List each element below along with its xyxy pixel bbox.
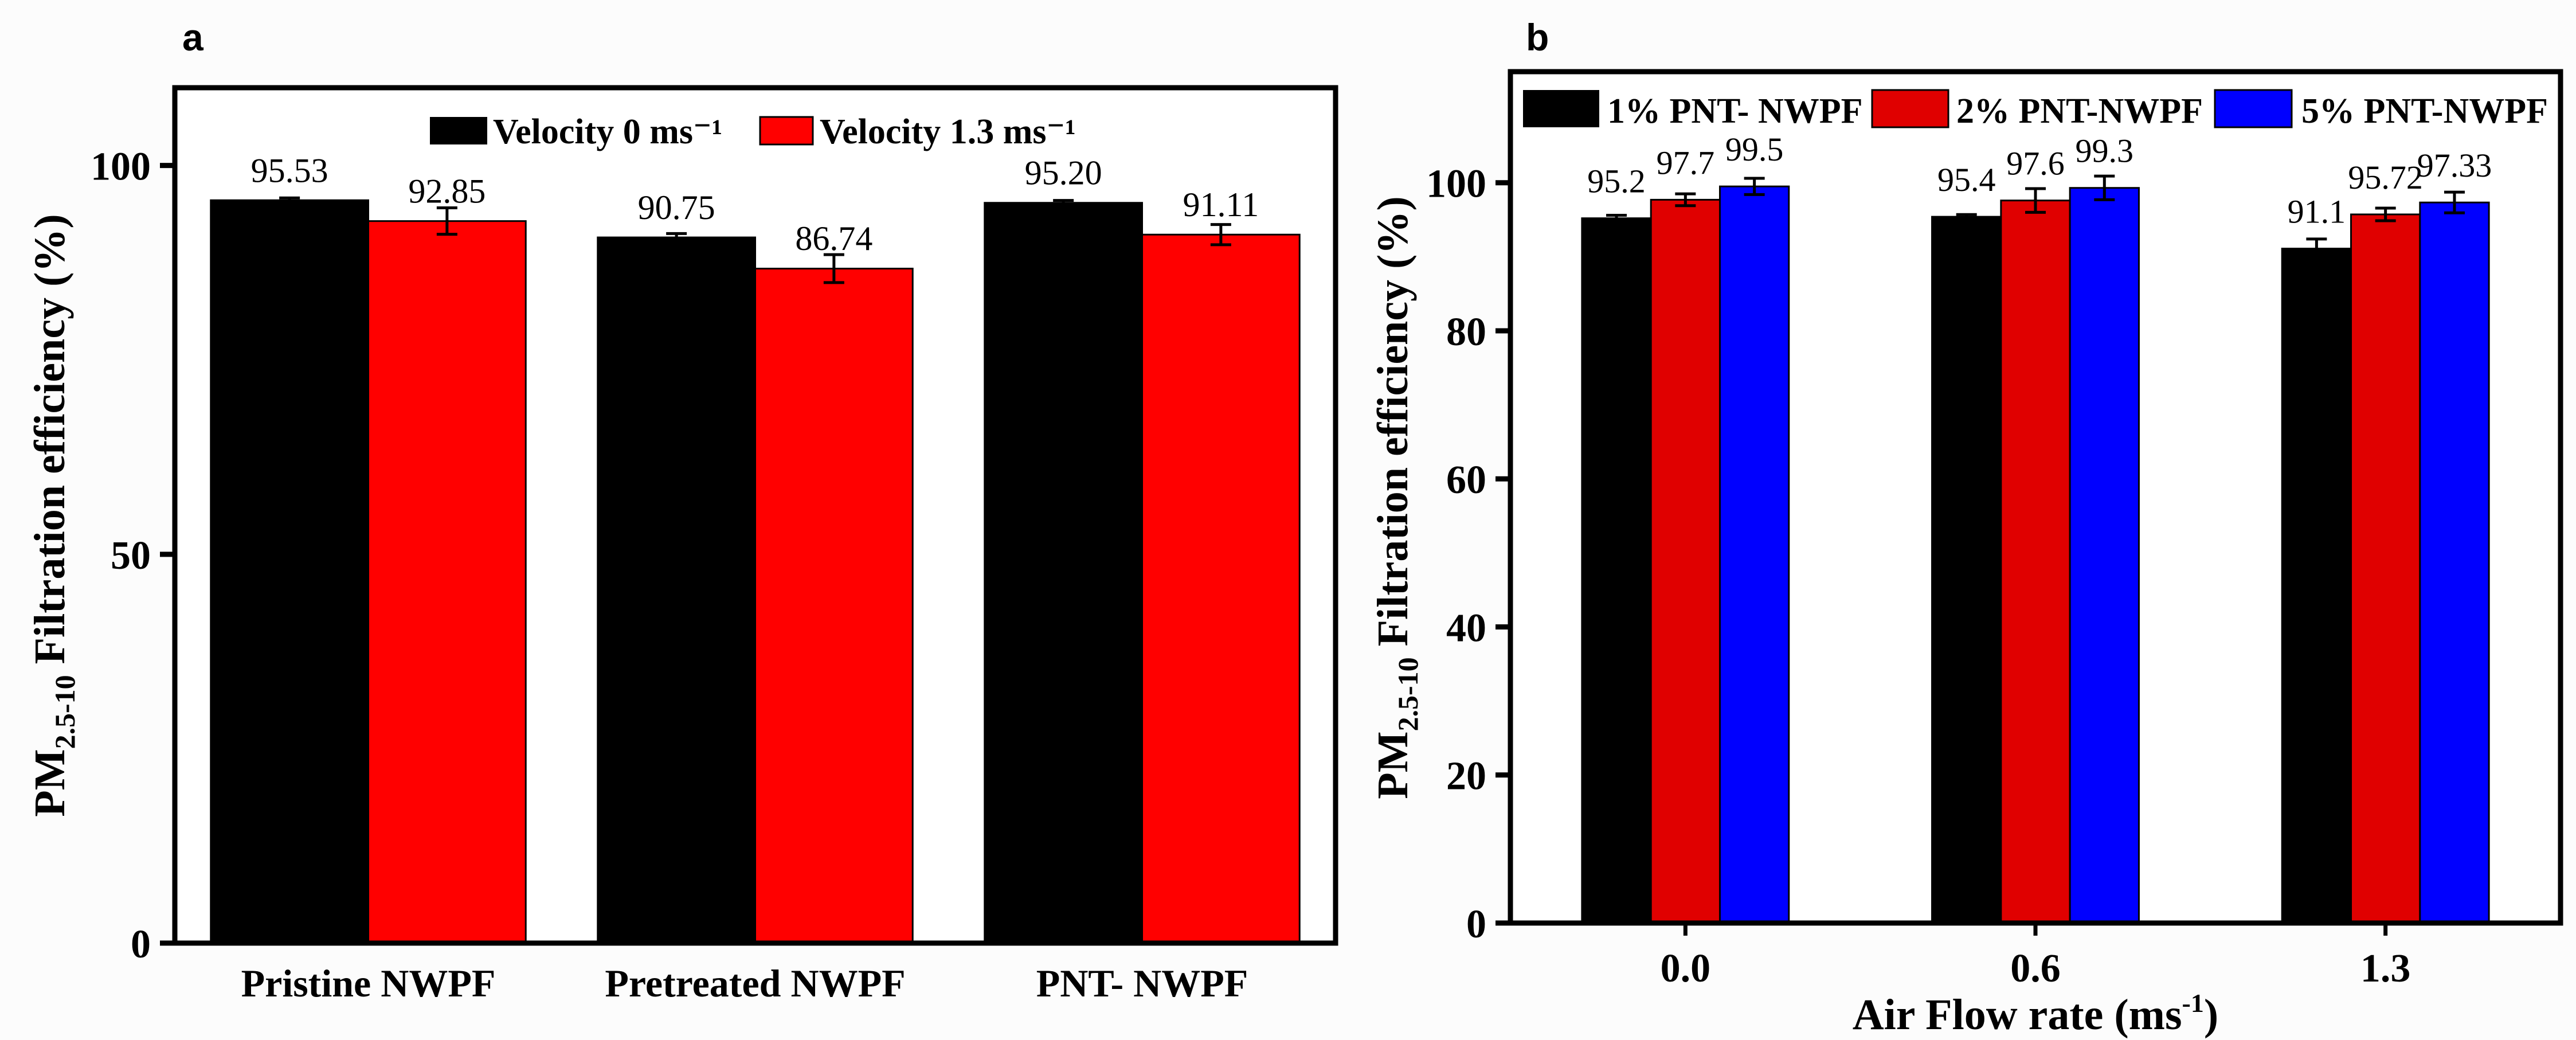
bars-a: 95.53 92.85 90.75 86.74 95.20 91.11 — [210, 151, 1301, 944]
data-label-a-1-1: 86.74 — [795, 220, 872, 257]
bar-b-2-0 — [2281, 248, 2352, 924]
x-tick-label-b-1: 0.6 — [2010, 947, 2061, 991]
legend-swatch-a-0 — [430, 117, 487, 144]
data-label-b-1-1: 97.6 — [2006, 145, 2065, 182]
data-label-b-1-0: 95.4 — [1937, 161, 1996, 198]
y-tick-label-a-1: 50 — [111, 534, 151, 578]
bar-b-1-2 — [2069, 187, 2140, 924]
data-label-b-0-0: 95.2 — [1587, 163, 1646, 200]
bar-a-1-0 — [597, 236, 757, 944]
legend-label-b-0: 1% PNT- NWPF — [1607, 92, 1862, 131]
bar-b-2-1 — [2350, 213, 2421, 924]
data-label-a-0-0: 95.53 — [251, 151, 328, 189]
legend-label-a-0: Velocity 0 ms⁻¹ — [493, 112, 722, 151]
x-tick-label-a-1: Pretreated NWPF — [605, 961, 905, 1005]
data-label-b-2-2: 97.33 — [2417, 147, 2492, 184]
data-label-b-0-1: 97.7 — [1657, 144, 1715, 181]
x-tick-label-a-2: PNT- NWPF — [1036, 961, 1248, 1005]
legend-swatch-b-2 — [2214, 89, 2293, 128]
panel-a-chart: 95.53 92.85 90.75 86.74 95.20 91.11 Pristine … — [26, 85, 1338, 1005]
legend-swatch-a-1 — [759, 116, 814, 146]
plot-frame-a — [172, 85, 1338, 946]
y-tick-label-a-2: 100 — [91, 145, 151, 189]
y-tick-label-b-1: 20 — [1446, 754, 1486, 799]
y-axis-title-b: PM2.5-10 Filtration efficiency (%) — [1369, 196, 1424, 799]
legend-swatch-b-1 — [1871, 89, 1949, 128]
y-axis-title-a: PM2.5-10 Filtration efficiency (%) — [26, 214, 81, 816]
bar-a-2-1 — [1141, 233, 1301, 944]
axes-a: Pristine NWPF Pretreated NWPF PNT- NWPF 0 50… — [91, 145, 1248, 1005]
y-tick-label-b-5: 100 — [1426, 162, 1486, 206]
x-tick-label-b-0: 0.0 — [1661, 947, 1711, 991]
y-tick-label-a-0: 0 — [131, 922, 151, 967]
data-label-b-0-2: 99.5 — [1725, 131, 1784, 168]
legend-label-a-1: Velocity 1.3 ms⁻¹ — [820, 112, 1076, 151]
legend-b: 1% PNT- NWPF 2% PNT-NWPF 5% PNT-NWPF — [1523, 89, 2548, 131]
bar-a-0-1 — [367, 220, 527, 944]
data-label-b-2-1: 95.72 — [2348, 159, 2423, 196]
x-tick-label-a-0: Pristine NWPF — [241, 961, 496, 1005]
bar-b-0-2 — [1718, 185, 1790, 924]
legend-swatch-b-0 — [1523, 90, 1599, 127]
legend-label-b-2: 5% PNT-NWPF — [2301, 92, 2548, 131]
y-tick-label-b-0: 0 — [1466, 902, 1486, 947]
bar-b-0-0 — [1581, 217, 1652, 924]
bar-b-1-1 — [2000, 200, 2071, 924]
data-label-b-1-2: 99.3 — [2076, 132, 2134, 170]
y-tick-label-b-4: 80 — [1446, 310, 1486, 354]
y-tick-label-b-3: 60 — [1446, 458, 1486, 502]
bar-b-1-0 — [1931, 216, 2002, 924]
data-label-b-2-0: 91.1 — [2288, 193, 2346, 230]
panel-label-a: a — [182, 16, 204, 58]
data-label-a-0-1: 92.85 — [408, 173, 486, 210]
data-label-a-2-0: 95.20 — [1025, 154, 1102, 192]
legend-a: Velocity 0 ms⁻¹ Velocity 1.3 ms⁻¹ — [430, 112, 1076, 151]
x-tick-label-b-2: 1.3 — [2360, 947, 2411, 991]
bar-a-2-0 — [984, 202, 1144, 944]
data-label-a-2-1: 91.11 — [1183, 186, 1259, 224]
bar-b-0-1 — [1650, 198, 1721, 924]
panel-label-b: b — [1526, 16, 1549, 58]
legend-label-b-1: 2% PNT-NWPF — [1956, 92, 2203, 131]
x-axis-title-b: Air Flow rate (ms-1) — [1853, 988, 2218, 1039]
data-label-a-1-0: 90.75 — [638, 189, 715, 226]
y-tick-label-b-2: 40 — [1446, 606, 1486, 650]
bar-a-0-0 — [210, 199, 369, 944]
axes-b: 0.0 0.6 1.3 0 20 40 60 80 100 — [1426, 162, 2410, 991]
bar-a-1-1 — [754, 267, 914, 944]
bar-b-2-2 — [2419, 201, 2490, 924]
